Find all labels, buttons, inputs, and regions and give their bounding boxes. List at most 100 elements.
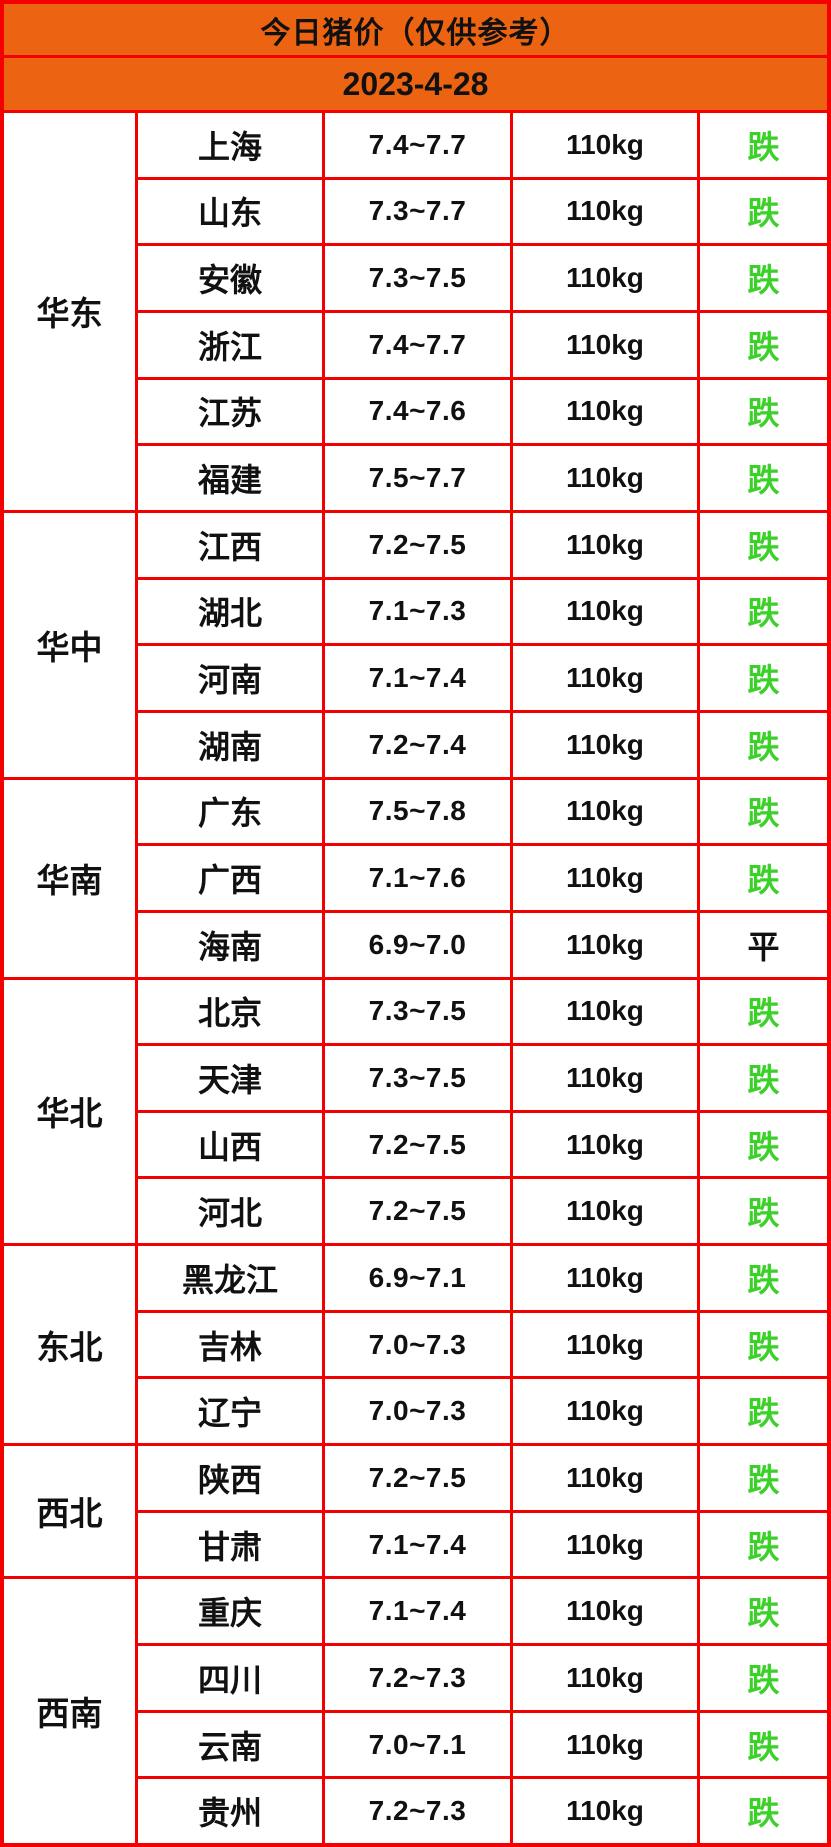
weight-cell: 110kg — [513, 1379, 697, 1444]
price-cell: 7.1~7.4 — [325, 1512, 510, 1577]
price-cell: 7.2~7.3 — [325, 1779, 510, 1843]
trend-cell: 跌 — [700, 779, 827, 844]
province-cell: 广西 — [138, 846, 322, 910]
province-cell: 湖南 — [138, 712, 322, 777]
price-cell: 7.1~7.6 — [325, 846, 510, 910]
province-cell: 海南 — [138, 912, 322, 977]
region-cell: 华南 — [4, 779, 135, 977]
trend-cell: 跌 — [700, 1646, 827, 1710]
date-label: 2023-4-28 — [4, 58, 827, 110]
trend-cell: 跌 — [700, 179, 827, 244]
province-cell: 上海 — [138, 113, 322, 177]
price-cell: 6.9~7.0 — [325, 912, 510, 977]
price-cell: 7.0~7.3 — [325, 1379, 510, 1444]
province-cell: 辽宁 — [138, 1379, 322, 1444]
price-cell: 7.1~7.3 — [325, 579, 510, 644]
trend-cell: 跌 — [700, 712, 827, 777]
weight-cell: 110kg — [513, 646, 697, 710]
trend-cell: 跌 — [700, 1512, 827, 1577]
trend-cell: 跌 — [700, 979, 827, 1044]
province-cell: 湖北 — [138, 579, 322, 644]
region-cell: 华中 — [4, 512, 135, 777]
region-cell: 华东 — [4, 113, 135, 510]
price-cell: 7.1~7.4 — [325, 646, 510, 710]
region-cell: 华北 — [4, 979, 135, 1244]
province-cell: 陕西 — [138, 1446, 322, 1510]
trend-cell: 跌 — [700, 1312, 827, 1377]
weight-cell: 110kg — [513, 1246, 697, 1310]
price-cell: 7.2~7.5 — [325, 1446, 510, 1510]
price-cell: 7.1~7.4 — [325, 1579, 510, 1644]
weight-cell: 110kg — [513, 712, 697, 777]
weight-cell: 110kg — [513, 1312, 697, 1377]
weight-cell: 110kg — [513, 579, 697, 644]
price-cell: 7.4~7.6 — [325, 379, 510, 444]
price-cell: 7.3~7.5 — [325, 979, 510, 1044]
trend-cell: 跌 — [700, 1579, 827, 1644]
weight-cell: 110kg — [513, 1512, 697, 1577]
province-cell: 山西 — [138, 1112, 322, 1177]
province-cell: 四川 — [138, 1646, 322, 1710]
price-cell: 7.0~7.3 — [325, 1312, 510, 1377]
trend-cell: 跌 — [700, 246, 827, 310]
province-cell: 安徽 — [138, 246, 322, 310]
weight-cell: 110kg — [513, 512, 697, 577]
weight-cell: 110kg — [513, 113, 697, 177]
trend-cell: 跌 — [700, 579, 827, 644]
weight-cell: 110kg — [513, 246, 697, 310]
price-cell: 7.5~7.8 — [325, 779, 510, 844]
price-cell: 7.2~7.5 — [325, 1112, 510, 1177]
province-cell: 福建 — [138, 446, 322, 510]
weight-cell: 110kg — [513, 179, 697, 244]
weight-cell: 110kg — [513, 379, 697, 444]
trend-cell: 跌 — [700, 1379, 827, 1444]
price-cell: 7.5~7.7 — [325, 446, 510, 510]
trend-cell: 跌 — [700, 446, 827, 510]
weight-cell: 110kg — [513, 312, 697, 377]
weight-cell: 110kg — [513, 979, 697, 1044]
weight-cell: 110kg — [513, 779, 697, 844]
province-cell: 重庆 — [138, 1579, 322, 1644]
price-cell: 7.4~7.7 — [325, 312, 510, 377]
trend-cell: 跌 — [700, 1112, 827, 1177]
trend-cell: 跌 — [700, 113, 827, 177]
trend-cell: 跌 — [700, 1779, 827, 1843]
region-cell: 西北 — [4, 1446, 135, 1577]
price-cell: 7.3~7.5 — [325, 246, 510, 310]
weight-cell: 110kg — [513, 1712, 697, 1777]
region-cell: 东北 — [4, 1246, 135, 1444]
weight-cell: 110kg — [513, 1446, 697, 1510]
trend-cell: 跌 — [700, 379, 827, 444]
province-cell: 云南 — [138, 1712, 322, 1777]
trend-cell: 跌 — [700, 1179, 827, 1244]
weight-cell: 110kg — [513, 1179, 697, 1244]
price-cell: 6.9~7.1 — [325, 1246, 510, 1310]
weight-cell: 110kg — [513, 912, 697, 977]
trend-cell: 跌 — [700, 1246, 827, 1310]
province-cell: 吉林 — [138, 1312, 322, 1377]
price-cell: 7.4~7.7 — [325, 113, 510, 177]
province-cell: 天津 — [138, 1046, 322, 1110]
price-table: 华东 上海 7.4~7.7 110kg 跌山东 7.3~7.7 110kg 跌安徽 7.3~7.… — [4, 113, 827, 1843]
trend-cell: 平 — [700, 912, 827, 977]
weight-cell: 110kg — [513, 1112, 697, 1177]
weight-cell: 110kg — [513, 1579, 697, 1644]
weight-cell: 110kg — [513, 1046, 697, 1110]
price-cell: 7.2~7.5 — [325, 512, 510, 577]
page-title: 今日猪价（仅供参考） — [4, 4, 827, 55]
province-cell: 贵州 — [138, 1779, 322, 1843]
weight-cell: 110kg — [513, 446, 697, 510]
province-cell: 北京 — [138, 979, 322, 1044]
price-cell: 7.2~7.3 — [325, 1646, 510, 1710]
province-cell: 河北 — [138, 1179, 322, 1244]
weight-cell: 110kg — [513, 1779, 697, 1843]
price-cell: 7.0~7.1 — [325, 1712, 510, 1777]
province-cell: 甘肃 — [138, 1512, 322, 1577]
weight-cell: 110kg — [513, 846, 697, 910]
province-cell: 山东 — [138, 179, 322, 244]
price-cell: 7.3~7.5 — [325, 1046, 510, 1110]
trend-cell: 跌 — [700, 1446, 827, 1510]
trend-cell: 跌 — [700, 512, 827, 577]
price-cell: 7.2~7.4 — [325, 712, 510, 777]
